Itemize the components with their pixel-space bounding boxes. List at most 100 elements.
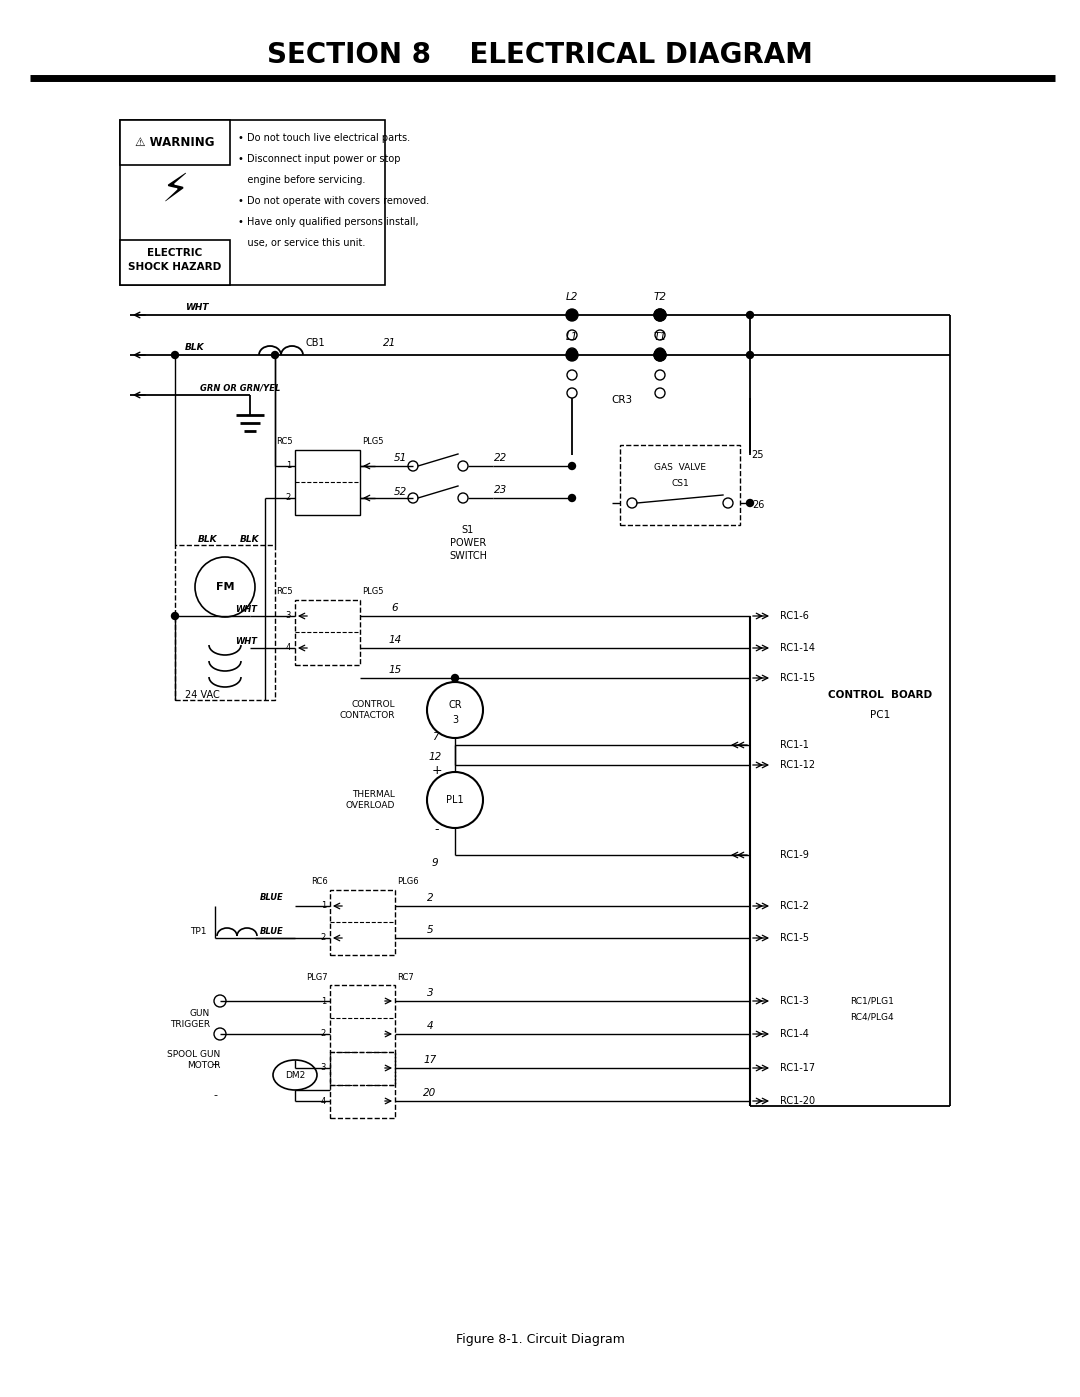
Text: SHOCK HAZARD: SHOCK HAZARD <box>129 263 221 272</box>
Text: RC1-9: RC1-9 <box>780 849 809 861</box>
Text: 22: 22 <box>495 453 508 462</box>
Text: +: + <box>432 764 443 777</box>
Bar <box>620 446 740 525</box>
Text: 4: 4 <box>321 1097 326 1105</box>
Text: use, or service this unit.: use, or service this unit. <box>238 237 365 249</box>
Text: 4: 4 <box>286 644 291 652</box>
Text: RC1-20: RC1-20 <box>780 1097 815 1106</box>
Text: 2: 2 <box>321 933 326 943</box>
Text: POWER: POWER <box>450 538 486 548</box>
Circle shape <box>172 352 178 359</box>
Text: CONTROL
CONTACTOR: CONTROL CONTACTOR <box>339 700 395 719</box>
Text: 52: 52 <box>393 488 407 497</box>
Text: SWITCH: SWITCH <box>449 550 487 562</box>
Text: CR3: CR3 <box>611 395 633 405</box>
Text: THERMAL
OVERLOAD: THERMAL OVERLOAD <box>346 791 395 810</box>
Circle shape <box>654 309 666 321</box>
Text: WHT: WHT <box>235 605 257 615</box>
Text: RC1-15: RC1-15 <box>780 673 815 683</box>
Bar <box>175 545 275 700</box>
Text: PLG5: PLG5 <box>362 588 383 597</box>
Text: 2: 2 <box>427 893 433 902</box>
Circle shape <box>746 312 754 319</box>
Text: 5: 5 <box>427 925 433 935</box>
Text: -: - <box>213 1090 217 1099</box>
Text: PLG7: PLG7 <box>307 972 328 982</box>
Text: BLK: BLK <box>185 344 204 352</box>
Text: Figure 8-1. Circuit Diagram: Figure 8-1. Circuit Diagram <box>456 1334 624 1347</box>
Text: • Disconnect input power or stop: • Disconnect input power or stop <box>238 154 401 163</box>
Text: 2: 2 <box>286 493 291 503</box>
Text: CS1: CS1 <box>671 479 689 488</box>
Text: 21: 21 <box>383 338 396 348</box>
Text: PLG6: PLG6 <box>397 877 419 887</box>
Text: ELECTRIC: ELECTRIC <box>147 249 203 258</box>
Text: 12: 12 <box>429 752 442 761</box>
Text: WHT: WHT <box>235 637 257 647</box>
Text: 1: 1 <box>286 461 291 471</box>
Text: GAS  VALVE: GAS VALVE <box>654 462 706 472</box>
Text: 6: 6 <box>392 604 399 613</box>
Circle shape <box>271 352 279 359</box>
Text: 3: 3 <box>451 715 458 725</box>
Text: 17: 17 <box>423 1055 436 1065</box>
Text: -: - <box>435 823 440 837</box>
Text: RC6: RC6 <box>311 877 328 887</box>
Text: • Do not touch live electrical parts.: • Do not touch live electrical parts. <box>238 133 410 142</box>
Text: 7: 7 <box>432 732 438 742</box>
Text: BLK: BLK <box>199 535 218 545</box>
Text: L2: L2 <box>566 292 578 302</box>
Text: L1: L1 <box>566 332 578 342</box>
Text: S1: S1 <box>462 525 474 535</box>
Circle shape <box>172 612 178 619</box>
Text: • Have only qualified persons install,: • Have only qualified persons install, <box>238 217 419 226</box>
Text: RC1-1: RC1-1 <box>780 740 809 750</box>
Text: GRN OR GRN/YEL: GRN OR GRN/YEL <box>200 384 281 393</box>
Circle shape <box>566 349 578 360</box>
Circle shape <box>654 309 666 321</box>
Text: RC1-2: RC1-2 <box>780 901 809 911</box>
Text: RC1-4: RC1-4 <box>780 1030 809 1039</box>
Text: RC1-6: RC1-6 <box>780 610 809 622</box>
Text: PC1: PC1 <box>869 710 890 719</box>
Text: T2: T2 <box>653 292 666 302</box>
Text: ⚠ WARNING: ⚠ WARNING <box>135 136 215 148</box>
Text: RC1-3: RC1-3 <box>780 996 809 1006</box>
Text: WHT: WHT <box>185 303 208 313</box>
Bar <box>295 450 360 515</box>
Bar <box>330 890 395 956</box>
Circle shape <box>654 349 666 360</box>
Circle shape <box>451 675 459 682</box>
Circle shape <box>568 462 576 469</box>
Text: 2: 2 <box>321 1030 326 1038</box>
Text: RC1-17: RC1-17 <box>780 1063 815 1073</box>
Bar <box>120 120 230 165</box>
Text: 1: 1 <box>321 901 326 911</box>
Bar <box>330 985 395 1085</box>
Bar <box>120 120 384 285</box>
Text: PLG5: PLG5 <box>362 437 383 447</box>
Text: 1: 1 <box>321 996 326 1006</box>
Text: SPOOL GUN
MOTOR: SPOOL GUN MOTOR <box>166 1051 220 1070</box>
Circle shape <box>654 349 666 360</box>
Text: 20: 20 <box>423 1088 436 1098</box>
Bar <box>295 599 360 665</box>
Bar <box>330 1052 395 1118</box>
Text: FM: FM <box>216 583 234 592</box>
Text: T1: T1 <box>653 332 666 342</box>
Text: TP1: TP1 <box>190 926 207 936</box>
Text: BLUE: BLUE <box>260 894 284 902</box>
Circle shape <box>566 309 578 321</box>
Text: 9: 9 <box>432 858 438 868</box>
Text: 3: 3 <box>285 612 291 620</box>
Text: RC4/PLG4: RC4/PLG4 <box>850 1013 893 1021</box>
Text: CR: CR <box>448 700 462 710</box>
Text: BLK: BLK <box>240 535 260 545</box>
Text: +: + <box>211 1060 219 1070</box>
Text: 26: 26 <box>752 500 765 510</box>
Text: RC1-5: RC1-5 <box>780 933 809 943</box>
Text: RC1-12: RC1-12 <box>780 760 815 770</box>
Text: BLUE: BLUE <box>260 928 284 936</box>
Text: 51: 51 <box>393 453 407 462</box>
Circle shape <box>746 352 754 359</box>
